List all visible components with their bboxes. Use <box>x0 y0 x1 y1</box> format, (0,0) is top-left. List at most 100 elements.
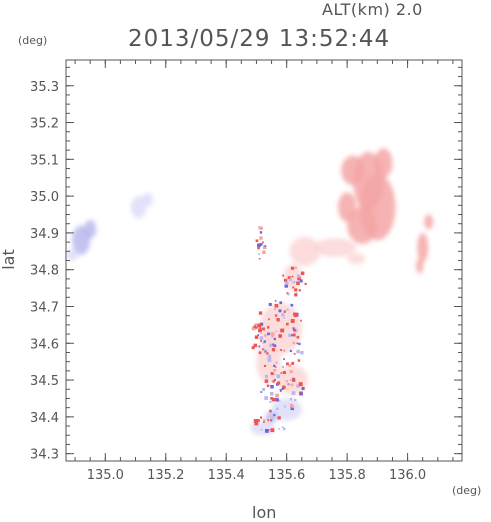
reflectivity-speckle <box>274 314 278 317</box>
reflectivity-speckle <box>270 332 275 337</box>
reflectivity-speckle <box>275 361 278 364</box>
reflectivity-region <box>424 214 434 230</box>
reflectivity-speckle <box>276 374 281 379</box>
reflectivity-region <box>271 398 302 421</box>
reflectivity-speckle <box>259 322 264 326</box>
reflectivity-speckle <box>296 335 300 339</box>
reflectivity-speckle <box>266 384 270 388</box>
y-tick-label: 35.1 <box>30 153 59 168</box>
reflectivity-speckle <box>262 348 264 351</box>
reflectivity-speckle <box>275 393 279 398</box>
reflectivity-speckle <box>258 311 263 315</box>
reflectivity-speckle <box>291 361 295 365</box>
reflectivity-speckle <box>270 397 273 400</box>
y-tick-label: 34.4 <box>30 411 59 426</box>
reflectivity-speckle <box>261 241 264 244</box>
reflectivity-speckle <box>253 325 257 328</box>
reflectivity-speckle <box>289 379 292 381</box>
reflectivity-speckle <box>283 358 285 360</box>
reflectivity-speckle <box>292 327 295 330</box>
reflectivity-speckle <box>264 429 269 433</box>
reflectivity-speckle <box>296 384 300 388</box>
reflectivity-speckle <box>262 250 266 255</box>
reflectivity-speckle <box>304 282 307 285</box>
reflectivity-speckle <box>267 419 270 422</box>
reflectivity-region <box>416 258 424 274</box>
reflectivity-speckle <box>255 419 259 423</box>
reflectivity-speckle <box>257 323 262 328</box>
reflectivity-speckle <box>283 317 286 319</box>
reflectivity-speckle <box>270 385 274 389</box>
reflectivity-speckle <box>286 292 289 295</box>
reflectivity-speckle <box>296 274 301 278</box>
y-tick-label: 34.3 <box>30 448 59 463</box>
reflectivity-speckle <box>300 319 302 322</box>
reflectivity-speckle <box>260 332 262 335</box>
reflectivity-speckle <box>289 403 294 408</box>
reflectivity-speckle <box>279 389 282 391</box>
reflectivity-speckle <box>264 350 267 353</box>
reflectivity-speckle <box>296 349 300 354</box>
reflectivity-region <box>341 155 366 186</box>
reflectivity-speckle <box>279 389 282 392</box>
reflectivity-speckle <box>269 400 272 403</box>
reflectivity-speckle <box>264 396 269 400</box>
reflectivity-speckle <box>264 379 269 383</box>
reflectivity-speckle <box>259 416 263 419</box>
reflectivity-speckle <box>283 349 286 352</box>
reflectivity-speckle <box>282 274 285 277</box>
y-tick-label: 34.8 <box>30 264 59 279</box>
reflectivity-speckle <box>290 266 294 270</box>
reflectivity-speckle <box>284 284 288 288</box>
reflectivity-speckle <box>289 397 293 401</box>
reflectivity-speckle <box>258 345 261 348</box>
reflectivity-speckle <box>260 428 263 431</box>
reflectivity-speckle <box>286 362 289 366</box>
reflectivity-speckle <box>272 380 275 383</box>
reflectivity-speckle <box>294 266 297 269</box>
reflectivity-speckle <box>294 398 297 402</box>
reflectivity-region <box>66 249 79 261</box>
x-axis-unit: (deg) <box>452 484 482 497</box>
reflectivity-speckle <box>254 323 258 326</box>
reflectivity-speckle <box>264 245 267 247</box>
reflectivity-speckle <box>289 370 293 374</box>
reflectivity-speckle <box>262 327 265 331</box>
reflectivity-speckle <box>298 382 303 387</box>
reflectivity-speckle <box>296 342 299 345</box>
reflectivity-speckle <box>273 414 276 417</box>
reflectivity-speckle <box>269 391 274 396</box>
x-tick-label: 135.6 <box>268 468 305 483</box>
reflectivity-speckle <box>273 378 276 382</box>
reflectivity-speckle <box>275 398 279 402</box>
reflectivity-speckle <box>291 378 296 382</box>
reflectivity-speckle <box>291 334 293 337</box>
reflectivity-speckle <box>278 334 282 338</box>
reflectivity-speckle <box>269 343 273 347</box>
reflectivity-speckle <box>263 340 266 343</box>
reflectivity-speckle <box>258 257 261 260</box>
reflectivity-speckle <box>292 341 296 345</box>
chart-title: 2013/05/29 13:52:44 <box>128 26 391 52</box>
reflectivity-speckle <box>267 332 270 336</box>
reflectivity-speckle <box>276 381 281 385</box>
reflectivity-speckle <box>262 342 265 344</box>
reflectivity-speckle <box>276 318 280 322</box>
reflectivity-speckle <box>271 348 276 352</box>
plot-frame <box>65 59 463 462</box>
reflectivity-speckle <box>266 352 269 355</box>
reflectivity-speckle <box>270 372 274 376</box>
reflectivity-speckle <box>253 343 258 348</box>
reflectivity-speckle <box>275 330 278 333</box>
reflectivity-speckle <box>262 348 266 351</box>
reflectivity-speckle <box>274 300 277 302</box>
reflectivity-region <box>417 232 429 263</box>
reflectivity-speckle <box>259 326 262 329</box>
reflectivity-speckle <box>259 226 263 230</box>
reflectivity-speckle <box>292 333 296 337</box>
reflectivity-speckle <box>255 239 259 243</box>
altitude-label: ALT(km) 2.0 <box>322 0 423 19</box>
reflectivity-speckle <box>264 374 269 379</box>
reflectivity-speckle <box>263 419 266 422</box>
